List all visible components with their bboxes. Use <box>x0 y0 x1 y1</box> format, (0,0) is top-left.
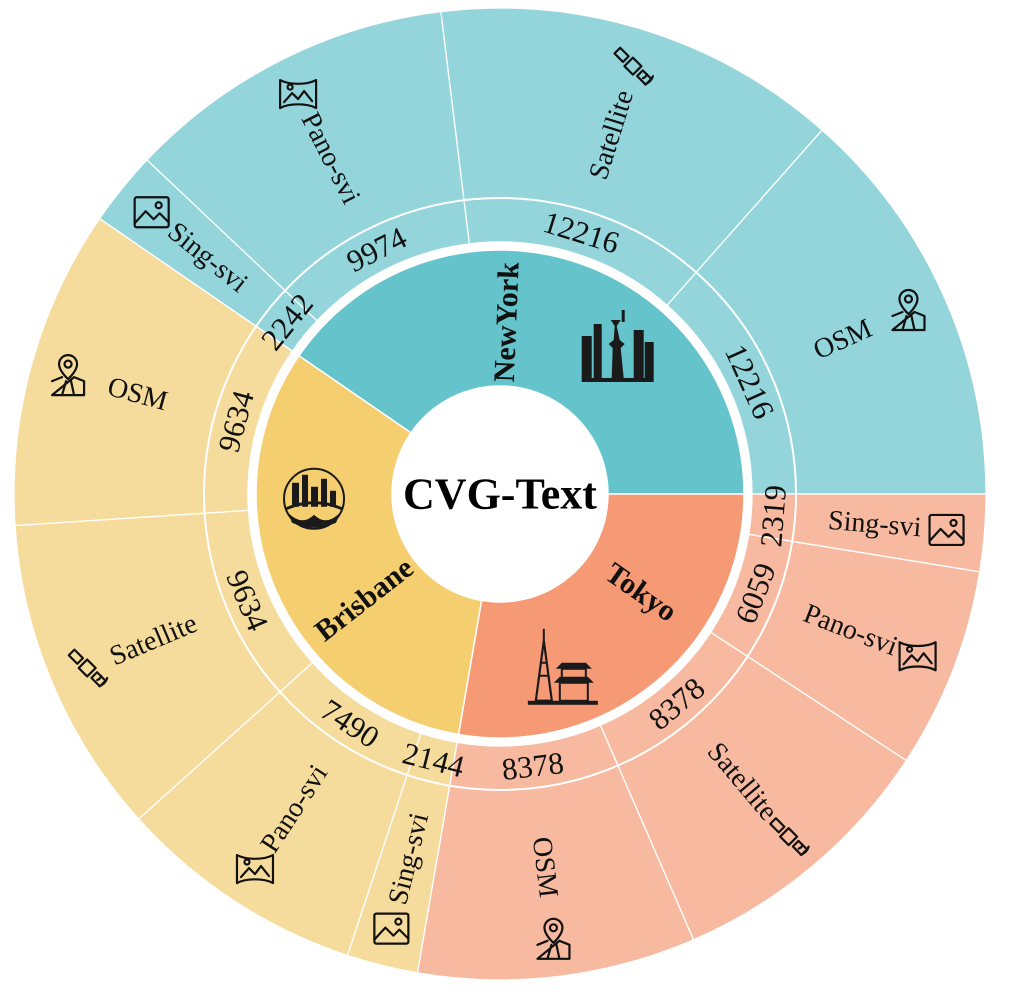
value-label-tokyo-osm: 8378 <box>500 745 566 787</box>
center-hole <box>392 386 608 602</box>
type-label-tokyo-sing-svi: Sing-svi <box>827 505 923 543</box>
chart-title: CVG-Text <box>403 470 597 519</box>
value-ring-border <box>203 197 797 791</box>
city-label-newyork: NewYork <box>488 261 526 383</box>
sectors-layer <box>13 7 987 981</box>
type-label-tokyo-osm: OSM <box>526 835 564 899</box>
value-label-tokyo-sing-svi: 2319 <box>753 484 793 549</box>
ring-separator <box>248 242 752 746</box>
